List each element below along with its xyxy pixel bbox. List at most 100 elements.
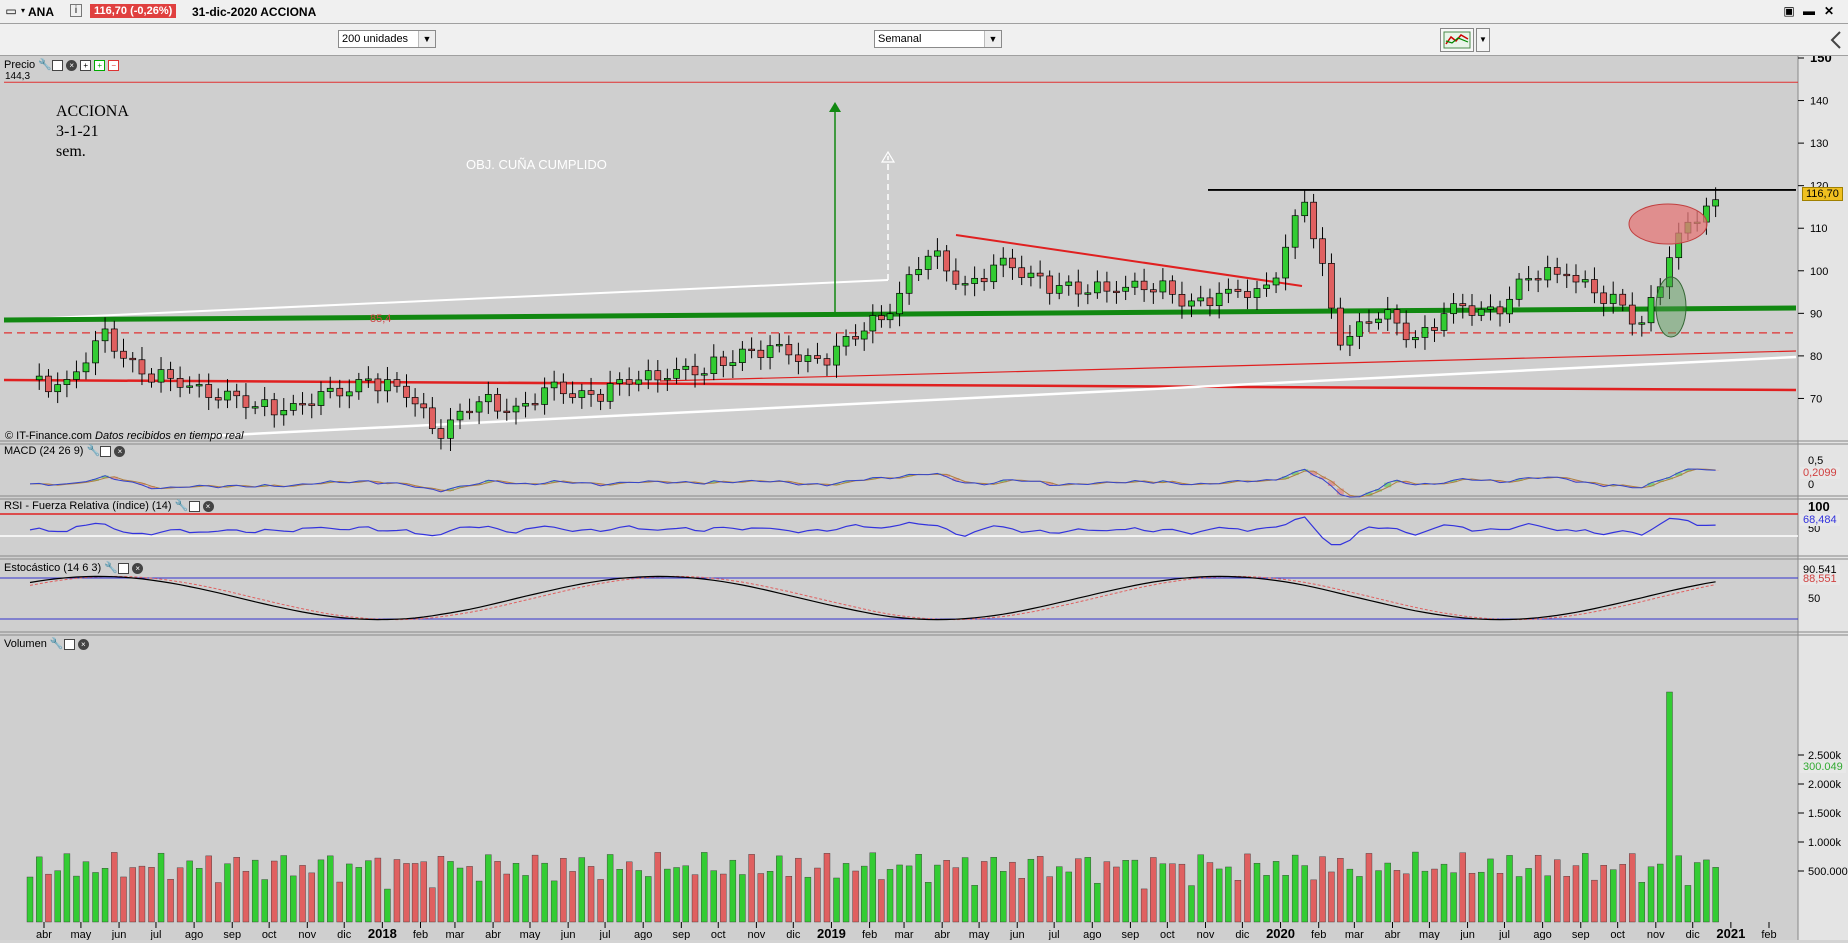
wrench-icon[interactable]: 🔧 <box>104 561 118 574</box>
white-upper-line <box>3 279 889 321</box>
volume-bar <box>1712 867 1719 923</box>
volume-bar <box>205 855 212 923</box>
candle-body <box>757 349 765 358</box>
candle-body <box>110 328 118 352</box>
volume-bar <box>804 876 812 923</box>
volume-bar <box>878 879 885 923</box>
volume-bar <box>635 870 642 923</box>
price-tick-label: 140 <box>1810 96 1828 108</box>
volume-bar <box>242 870 250 923</box>
volume-bar <box>403 863 410 923</box>
rsi-tick-label: 50 <box>1808 523 1820 535</box>
candle-body <box>1074 281 1082 295</box>
volume-bar <box>990 857 997 923</box>
wrench-icon[interactable]: 🔧 <box>38 58 52 71</box>
close-icon[interactable]: ✕ <box>1823 4 1835 18</box>
candle-body <box>45 375 52 393</box>
x-tick-label: dic <box>337 929 352 940</box>
price-chart[interactable]: 7080901001101201301401500,5010050502.500… <box>0 50 1848 941</box>
volume-bar <box>176 867 184 923</box>
remove-indicator-icon[interactable]: − <box>108 59 120 71</box>
wrench-icon[interactable]: 🔧 <box>49 637 64 650</box>
indicator-tool-button[interactable] <box>1440 28 1474 52</box>
volume-bar <box>36 856 43 923</box>
volume-bar <box>92 872 99 923</box>
candle-body <box>484 394 492 403</box>
chevron-down-icon[interactable]: ▼ <box>1476 28 1490 52</box>
candle-body <box>795 354 802 362</box>
candle-body <box>403 385 410 398</box>
wrench-icon[interactable]: 🔧 <box>174 499 189 512</box>
rsi-panel-header: RSI - Fuerza Relativa (índice) (14) 🔧 × <box>4 500 214 512</box>
close-icon[interactable]: × <box>114 445 126 457</box>
macd-tick-label: 0 <box>1808 479 1814 491</box>
volume-bar <box>664 868 671 923</box>
volume-bar <box>934 864 941 923</box>
highlight-ellipse-red <box>1628 203 1708 245</box>
x-tick-label: jul <box>149 929 161 940</box>
close-icon[interactable]: × <box>66 59 78 71</box>
x-tick-label: jul <box>599 929 611 940</box>
candle-body <box>280 410 288 416</box>
dropdown-icon[interactable]: ▾ <box>20 6 25 15</box>
volume-bar <box>1169 863 1176 923</box>
app-menu-icon[interactable]: ▭ <box>5 4 17 18</box>
candle-body <box>597 393 604 402</box>
x-tick-label: dic <box>786 929 801 940</box>
candle-body <box>437 428 445 439</box>
chevron-down-icon[interactable]: ▼ <box>984 31 1001 47</box>
minimize-icon[interactable]: ▬ <box>1803 4 1815 18</box>
chart-area[interactable]: 7080901001101201301401500,5010050502.500… <box>0 50 1848 941</box>
window-icon[interactable] <box>63 638 75 650</box>
x-tick-label: mar <box>445 929 464 940</box>
info-icon[interactable]: i <box>70 4 82 17</box>
volume-bar <box>1131 859 1139 923</box>
close-icon[interactable]: × <box>77 638 89 650</box>
volume-bar <box>748 854 755 923</box>
plus-icon[interactable]: + <box>80 59 92 71</box>
units-select[interactable]: 200 unidades ▼ <box>338 30 436 48</box>
restore-icon[interactable]: ▣ <box>1783 4 1795 18</box>
candle-body <box>550 381 558 389</box>
stoch-d-line <box>29 575 1716 621</box>
volume-bar <box>1159 863 1167 923</box>
candle-body <box>186 385 193 388</box>
candle-body <box>1178 293 1186 307</box>
candle-body <box>1234 288 1242 292</box>
candle-body <box>317 391 325 406</box>
window-icon[interactable] <box>52 59 64 71</box>
volume-bar <box>776 855 783 923</box>
candle-body <box>1468 305 1476 316</box>
volume-bar <box>45 873 52 923</box>
x-tick-label: nov <box>1647 929 1665 940</box>
candle-body <box>326 387 334 392</box>
add-indicator-icon[interactable]: + <box>94 59 106 71</box>
scroll-right-icon[interactable] <box>1826 28 1846 52</box>
window-icon[interactable] <box>100 445 112 457</box>
x-tick-label: may <box>520 929 541 940</box>
window-icon[interactable] <box>188 500 200 512</box>
volume-bar <box>54 870 61 923</box>
volume-bar <box>616 869 623 923</box>
candle-body <box>1515 278 1523 300</box>
wrench-icon[interactable]: 🔧 <box>86 444 101 457</box>
mid-red-trendline <box>659 350 1797 382</box>
volume-bar <box>1009 861 1016 923</box>
chevron-down-icon[interactable]: ▼ <box>418 31 435 47</box>
window-icon[interactable] <box>118 562 130 574</box>
candle-body <box>766 345 774 358</box>
close-icon[interactable]: × <box>132 562 144 574</box>
volume-bar <box>1384 862 1391 923</box>
period-select[interactable]: Semanal ▼ <box>874 30 1002 48</box>
volume-bar <box>1609 869 1617 923</box>
volume-tick-label: 1.000k <box>1808 837 1842 849</box>
candle-body <box>1638 322 1646 325</box>
candle-body <box>886 313 894 321</box>
volume-bar <box>1122 860 1129 923</box>
volume-tick-label: 500.000 <box>1808 866 1848 878</box>
close-icon[interactable]: × <box>202 500 214 512</box>
candle-body <box>1534 278 1542 281</box>
candles <box>35 187 1719 452</box>
candle-body <box>691 365 699 376</box>
candle-body <box>1402 322 1410 341</box>
